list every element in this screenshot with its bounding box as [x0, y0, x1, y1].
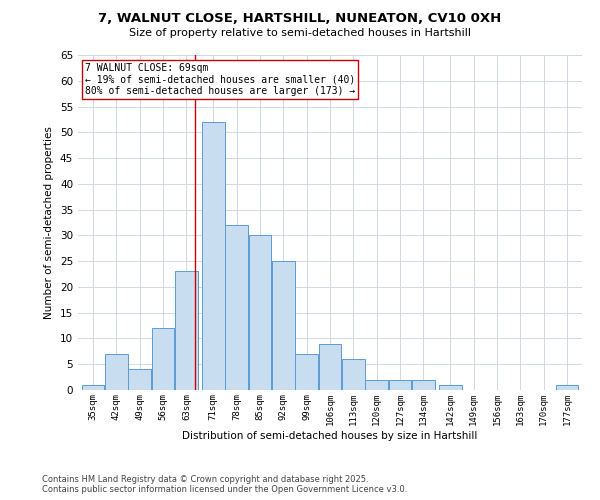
Bar: [412, 380, 435, 390]
Bar: [295, 354, 318, 390]
Bar: [225, 225, 248, 390]
Y-axis label: Number of semi-detached properties: Number of semi-detached properties: [44, 126, 55, 319]
Bar: [82, 385, 104, 390]
Bar: [272, 261, 295, 390]
Bar: [128, 370, 151, 390]
Bar: [365, 380, 388, 390]
Text: 7, WALNUT CLOSE, HARTSHILL, NUNEATON, CV10 0XH: 7, WALNUT CLOSE, HARTSHILL, NUNEATON, CV…: [98, 12, 502, 26]
Bar: [439, 385, 461, 390]
X-axis label: Distribution of semi-detached houses by size in Hartshill: Distribution of semi-detached houses by …: [182, 430, 478, 440]
Text: Size of property relative to semi-detached houses in Hartshill: Size of property relative to semi-detach…: [129, 28, 471, 38]
Bar: [248, 236, 271, 390]
Bar: [105, 354, 128, 390]
Bar: [556, 385, 578, 390]
Bar: [202, 122, 224, 390]
Text: 7 WALNUT CLOSE: 69sqm
← 19% of semi-detached houses are smaller (40)
80% of semi: 7 WALNUT CLOSE: 69sqm ← 19% of semi-deta…: [85, 62, 355, 96]
Bar: [152, 328, 175, 390]
Text: Contains HM Land Registry data © Crown copyright and database right 2025.
Contai: Contains HM Land Registry data © Crown c…: [42, 474, 407, 494]
Bar: [389, 380, 412, 390]
Bar: [342, 359, 365, 390]
Bar: [319, 344, 341, 390]
Bar: [175, 272, 198, 390]
